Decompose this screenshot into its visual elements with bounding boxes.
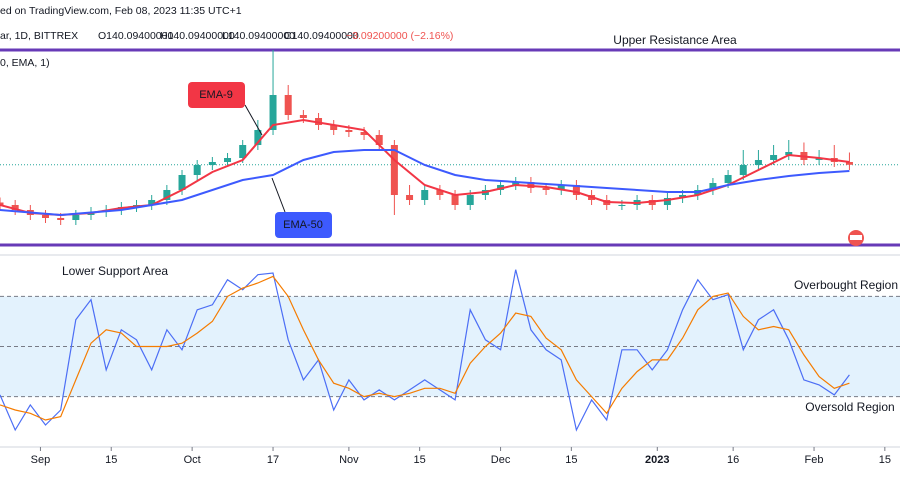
candle-body xyxy=(421,190,429,200)
x-tick-label: 16 xyxy=(727,454,739,466)
candle-body xyxy=(254,130,262,145)
x-tick-label: 17 xyxy=(267,454,279,466)
x-tick-label: 15 xyxy=(565,454,577,466)
x-tick-label: Dec xyxy=(491,454,511,466)
symbol: ar, 1D, BITTREX xyxy=(0,30,78,42)
candle-body xyxy=(11,205,19,210)
candle-body xyxy=(163,190,171,200)
x-tick-label: Feb xyxy=(805,454,824,466)
ohlc-open: O140.09400000 xyxy=(98,30,173,42)
candle-body xyxy=(375,135,383,145)
annotation-box xyxy=(188,82,245,108)
candle-body xyxy=(178,175,186,190)
candle-body xyxy=(57,218,65,220)
candle-body xyxy=(239,145,247,158)
candle-body xyxy=(466,195,474,205)
candle-body xyxy=(42,215,50,218)
x-tick-label: 2023 xyxy=(645,454,669,466)
candle-body xyxy=(0,202,4,205)
plot-layer xyxy=(0,48,900,451)
candle-body xyxy=(269,95,277,130)
candle-body xyxy=(284,95,292,115)
candle-body xyxy=(754,160,762,165)
candle-body xyxy=(406,195,414,200)
candle-body xyxy=(193,165,201,175)
annotation: Upper Resistance Area xyxy=(613,33,737,47)
candle-body xyxy=(572,185,580,195)
indicator-label: 0, EMA, 1) xyxy=(0,57,50,69)
annotation: EMA-50 xyxy=(283,219,323,231)
candle-body xyxy=(299,115,307,118)
candle-body xyxy=(663,198,671,205)
oscillator-line xyxy=(0,275,850,421)
ohlc-close: C140.09400000 xyxy=(284,30,359,42)
annotation-arrow xyxy=(271,177,286,213)
x-tick-label: 15 xyxy=(879,454,891,466)
candle-body xyxy=(709,183,717,190)
x-tick-label: 15 xyxy=(414,454,426,466)
candle-body xyxy=(785,152,793,155)
oscillator-line xyxy=(0,269,850,432)
x-tick-label: 15 xyxy=(105,454,117,466)
x-tick-label: Oct xyxy=(184,454,201,466)
candle-body xyxy=(360,132,368,135)
candle-body xyxy=(72,215,80,220)
annotation-arrow xyxy=(244,104,263,136)
annotation: Lower Support Area xyxy=(62,264,168,278)
x-tick-label: Sep xyxy=(31,454,51,466)
x-tick-label: Nov xyxy=(339,454,359,466)
candle-body xyxy=(739,165,747,175)
annotation: EMA-9 xyxy=(199,89,233,101)
candle-body xyxy=(208,162,216,165)
ohlc-low: L140.09400000 xyxy=(222,30,295,42)
candle-body xyxy=(512,182,520,185)
annotation: Oversold Region xyxy=(805,400,894,414)
candle-body xyxy=(345,130,353,132)
annotation-box xyxy=(275,212,332,238)
candle-body xyxy=(330,125,338,130)
published: ed on TradingView.com, Feb 08, 2023 11:3… xyxy=(0,5,242,17)
candle-body xyxy=(436,190,444,195)
candle-body xyxy=(542,188,550,190)
candle-body xyxy=(148,200,156,205)
candle-body xyxy=(770,155,778,160)
candle-body xyxy=(618,205,626,206)
candle-body xyxy=(451,195,459,205)
change: −3.09200000 (−2.16%) xyxy=(346,30,453,42)
candle-body xyxy=(845,162,853,165)
candle-body xyxy=(224,158,232,162)
ohlc-high: H140.09400000 xyxy=(160,30,235,42)
annotation: Overbought Region xyxy=(794,278,898,292)
flag-icon-band xyxy=(850,235,862,240)
candle-body xyxy=(557,185,565,190)
candle-body xyxy=(390,145,398,195)
candle-body xyxy=(724,175,732,183)
ema-line xyxy=(0,149,850,217)
